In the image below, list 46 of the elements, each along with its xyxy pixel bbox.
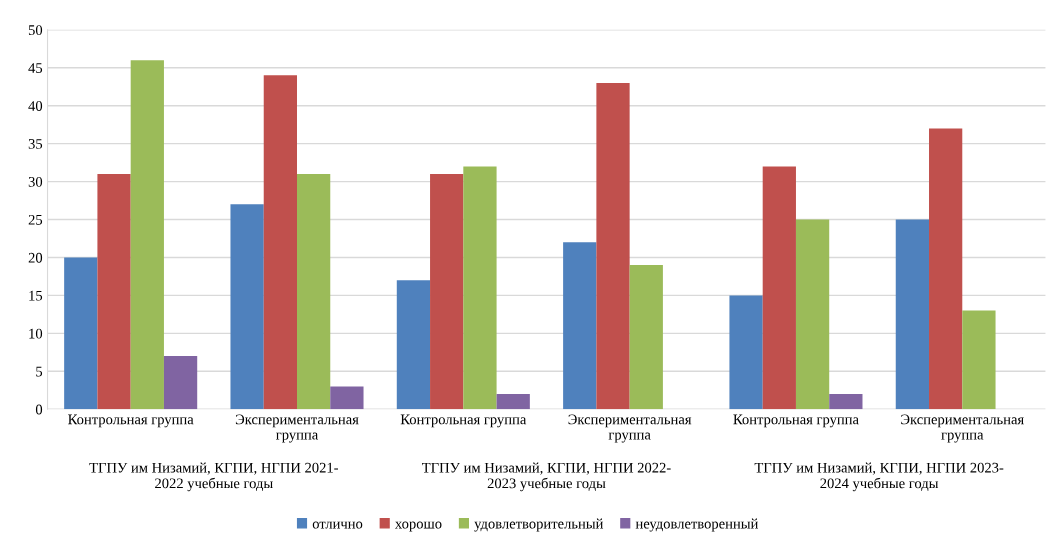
y-tick-label: 10 [29,328,43,339]
bar [163,356,198,410]
bar [762,166,796,410]
y-tick-label: 20 [28,252,43,263]
bar [563,242,597,410]
bar [230,204,264,410]
bar [64,257,98,410]
bar [396,280,431,410]
bar [929,128,963,410]
legend-label: отлично [312,521,363,529]
legend-label: удовлетворительный [474,518,604,532]
text: ТГПУ им Низамий, КГПИ, НГПИ 2021- 2022 учебные годы [89,462,339,492]
x-tick-label: Экспериментальная группа [568,414,692,443]
bar [430,173,464,410]
bar [130,60,164,410]
text: ТГПУ им Низамий, КГПИ, НГПИ 2023- 2024 учебные годы [754,462,1004,492]
x-tick-label: Контрольная группа [733,414,859,428]
y-tick-label: 30 [28,176,43,187]
bar [795,219,830,410]
bar [97,173,131,410]
y-tick-label: 15 [29,290,43,301]
bar [895,219,930,410]
y-tick-label: 40 [28,101,43,111]
legend-label: хорошо [395,521,442,532]
bar [297,173,331,410]
y-tick-label: 25 [28,214,43,225]
x-tick-label: Контрольная группа [400,414,527,428]
bar [463,166,497,410]
y-tick-label: 5 [36,366,43,377]
legend-label: неудовлетворенный [635,518,759,532]
bar [629,265,663,410]
bar [729,295,763,410]
x-tick-label: Экспериментальная группа [901,414,1024,443]
bar [829,394,863,410]
bar [962,310,996,410]
bar [263,75,297,410]
y-tick-label: 45 [28,63,43,73]
bar [330,386,364,410]
x-tick-label: Экспериментальная группа [235,414,359,443]
bar [596,82,630,410]
y-tick-label: 50 [28,25,43,36]
text: ТГПУ им Низамий, КГПИ, НГПИ 2022- 2023 учебные годы [422,462,671,492]
x-tick-label: Контрольная группа [68,414,194,428]
y-tick-label: 35 [28,139,43,149]
bar [496,394,530,410]
y-tick-label: 0 [35,404,43,415]
